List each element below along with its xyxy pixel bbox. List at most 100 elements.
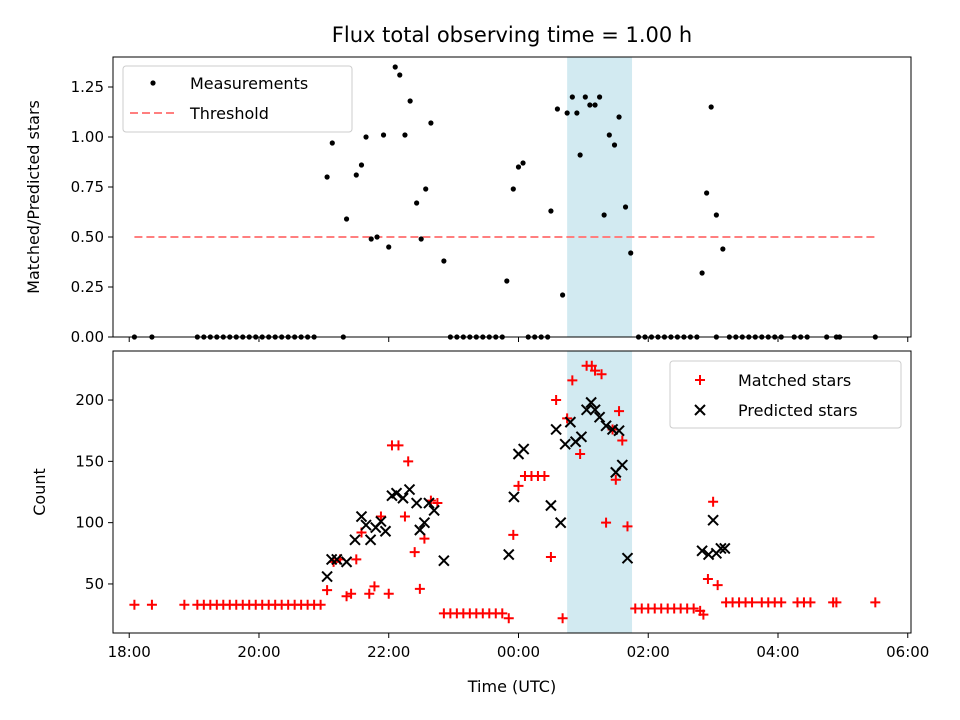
measurement-point bbox=[708, 104, 714, 110]
measurement-point bbox=[622, 204, 629, 210]
predicted-star-point bbox=[613, 424, 625, 437]
matched-star-point bbox=[369, 581, 380, 592]
predicted-star-point bbox=[508, 491, 520, 503]
predicted-star-point bbox=[360, 519, 372, 531]
measurement-point bbox=[592, 102, 598, 108]
matched-star-point bbox=[575, 448, 586, 459]
legend-matched-marker bbox=[695, 375, 705, 385]
measurement-point bbox=[380, 132, 387, 138]
measurement-point bbox=[616, 114, 622, 120]
y-tick-label: 150 bbox=[75, 452, 104, 470]
predicted-star-point bbox=[403, 483, 416, 496]
matched-star-point bbox=[551, 395, 562, 406]
top-axes-frame bbox=[112, 56, 912, 338]
measurement-point bbox=[569, 94, 575, 100]
measurement-point bbox=[386, 244, 392, 250]
measurement-point bbox=[611, 142, 618, 148]
predicted-star-point bbox=[550, 423, 562, 436]
measurement-point bbox=[560, 292, 566, 298]
predicted-star-point bbox=[397, 492, 409, 504]
matched-star-point bbox=[596, 369, 607, 380]
measurement-point bbox=[407, 98, 413, 104]
matched-star-point bbox=[614, 406, 625, 417]
y-tick-label: 1.25 bbox=[71, 78, 104, 96]
predicted-star-point bbox=[575, 431, 588, 443]
predicted-star-point bbox=[585, 396, 597, 409]
measurement-point bbox=[329, 140, 335, 146]
x-tick-label: 18:00 bbox=[108, 643, 151, 661]
predicted-star-point bbox=[503, 548, 515, 561]
matched-star-point bbox=[747, 597, 758, 608]
matched-star-point bbox=[403, 456, 414, 467]
predicted-star-point bbox=[340, 556, 353, 568]
matched-star-point bbox=[831, 597, 842, 608]
measurement-point bbox=[374, 234, 380, 240]
matched-star-point bbox=[179, 599, 190, 610]
matched-star-point bbox=[870, 597, 881, 608]
highlight-span bbox=[567, 57, 633, 337]
measurement-point bbox=[397, 72, 403, 78]
measurement-point bbox=[343, 216, 350, 222]
predicted-star-point bbox=[423, 497, 435, 509]
measurement-point bbox=[402, 132, 408, 138]
x-axis-label: Time (UTC) bbox=[467, 677, 556, 696]
matched-star-point bbox=[513, 480, 524, 491]
measurement-point bbox=[606, 132, 612, 138]
predicted-star-point bbox=[438, 554, 450, 567]
predicted-star-point bbox=[715, 542, 727, 555]
x-tick-label: 04:00 bbox=[756, 643, 799, 661]
measurement-point bbox=[628, 250, 634, 256]
matched-star-point bbox=[539, 471, 550, 482]
y-tick-label: 0.75 bbox=[71, 178, 104, 196]
measurement-point bbox=[577, 152, 583, 158]
measurement-point bbox=[582, 94, 588, 100]
y-tick-label: 1.00 bbox=[71, 128, 104, 146]
y-tick-label: 50 bbox=[85, 575, 104, 593]
predicted-star-point bbox=[355, 510, 368, 523]
measurement-point bbox=[324, 174, 330, 180]
predicted-star-point bbox=[390, 487, 403, 499]
matched-star-point bbox=[409, 547, 420, 558]
measurement-point bbox=[720, 246, 726, 252]
predicted-star-point bbox=[554, 516, 567, 529]
y-tick-label: 100 bbox=[75, 514, 104, 532]
measurement-point bbox=[515, 164, 522, 170]
measurement-point bbox=[554, 106, 561, 112]
bottom-y-axis-label: Count bbox=[30, 468, 49, 516]
matched-star-point bbox=[708, 496, 719, 507]
predicted-star-point bbox=[331, 553, 343, 566]
predicted-star-point bbox=[564, 416, 577, 428]
measurement-point bbox=[428, 120, 434, 126]
y-tick-label: 0.00 bbox=[71, 328, 104, 346]
predicted-star-point bbox=[517, 443, 530, 455]
measurement-point bbox=[441, 258, 447, 264]
x-tick-label: 22:00 bbox=[367, 643, 410, 661]
predicted-star-point bbox=[379, 525, 392, 537]
matched-star-point bbox=[610, 474, 621, 485]
measurement-point bbox=[596, 94, 603, 100]
predicted-star-point bbox=[621, 552, 634, 564]
predicted-star-point bbox=[410, 497, 423, 509]
measurement-point bbox=[574, 110, 580, 116]
measurement-point bbox=[423, 186, 429, 192]
highlight-span bbox=[567, 351, 633, 633]
measurement-point bbox=[548, 208, 554, 214]
matched-star-point bbox=[497, 608, 508, 619]
top-legend: Measurements Threshold bbox=[122, 65, 353, 133]
matched-star-point bbox=[508, 529, 519, 540]
measurement-point bbox=[353, 172, 359, 178]
matched-star-point bbox=[545, 551, 556, 562]
predicted-star-point bbox=[696, 545, 708, 557]
matched-star-point bbox=[702, 574, 713, 585]
legend-predicted-marker bbox=[694, 404, 706, 416]
matched-star-point bbox=[712, 580, 723, 591]
x-tick-label: 06:00 bbox=[886, 643, 929, 661]
predicted-star-point bbox=[428, 504, 440, 517]
measurement-point bbox=[704, 190, 710, 196]
matched-star-point bbox=[805, 597, 816, 608]
measurement-point bbox=[699, 270, 705, 276]
matched-star-point bbox=[622, 521, 633, 532]
matched-star-point bbox=[557, 613, 568, 624]
matched-star-point bbox=[601, 517, 612, 528]
predicted-star-point bbox=[593, 411, 606, 423]
